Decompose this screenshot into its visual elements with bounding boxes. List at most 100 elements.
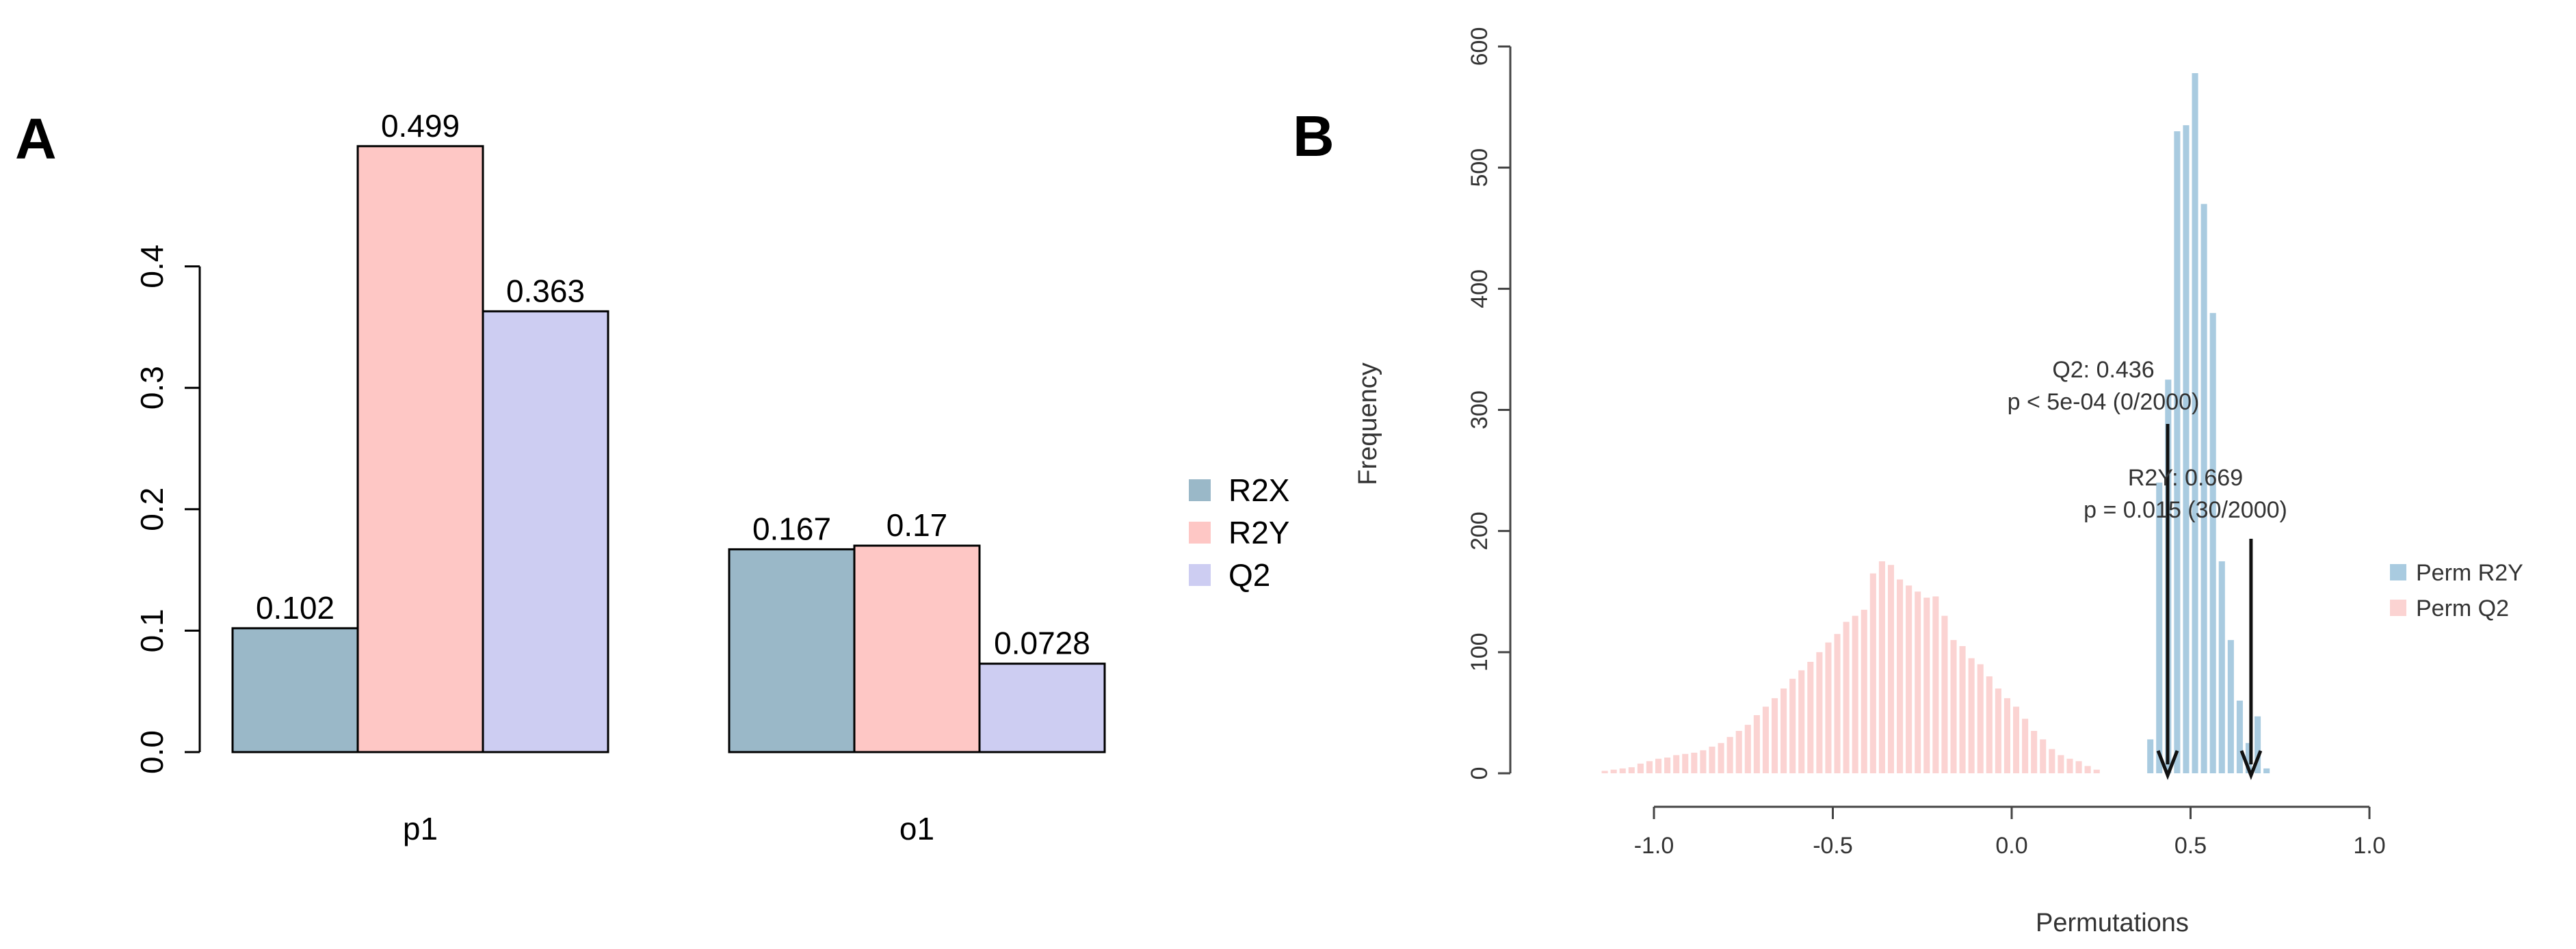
legend-label-r2y: R2Y: [1228, 515, 1289, 550]
hist-bar-perm-q2: [1941, 615, 1948, 773]
hist-bar-perm-q2: [1897, 579, 1904, 773]
legend-swatch-r2y: [1189, 522, 1211, 544]
hist-bar-perm-r2y: [2174, 131, 2181, 773]
hist-bar-perm-q2: [1726, 736, 1733, 773]
category-labels-a: p1 o1: [403, 811, 934, 846]
hist-bar-perm-r2y: [2236, 700, 2243, 773]
hist-bar-perm-q2: [1709, 747, 1716, 773]
hist-bar-perm-q2: [1619, 768, 1626, 773]
bar-label-q2-o1: 0.0728: [994, 626, 1090, 661]
hist-bar-perm-q2: [1682, 753, 1689, 773]
hist-bar-perm-q2: [1959, 645, 1966, 773]
y-tick-label-b: 300: [1467, 390, 1493, 429]
hist-bar-perm-r2y: [2183, 125, 2190, 774]
hist-bar-perm-q2: [2049, 749, 2055, 773]
hist-bar-perm-q2: [1664, 757, 1671, 773]
bar-label-r2x-o1: 0.167: [752, 511, 831, 546]
bar-chart-panel-a: 0.0 0.1 0.2 0.3 0.4 0.102 0.499 0.363 0.167 0.17…: [134, 108, 1289, 846]
hist-bar-perm-q2: [1735, 730, 1742, 773]
hist-bar-perm-q2: [1762, 706, 1769, 773]
hist-bar-perm-q2: [1771, 698, 1778, 773]
hist-bar-perm-q2: [1601, 771, 1608, 773]
bar-label-r2y-p1: 0.499: [381, 108, 460, 144]
hist-bar-perm-q2: [1673, 755, 1680, 773]
hist-bar-perm-q2: [1655, 758, 1662, 773]
panel-b-label: B: [1293, 104, 1335, 168]
hist-bar-perm-q2: [1825, 642, 1832, 773]
hist-bar-perm-q2: [1798, 670, 1805, 773]
hist-bar-perm-q2: [1637, 763, 1644, 773]
hist-bar-perm-r2y: [2200, 204, 2207, 774]
x-tick-label-b: 1.0: [2353, 833, 2385, 859]
hist-bar-perm-q2: [2022, 719, 2029, 773]
hist-bar-perm-q2: [1691, 752, 1698, 773]
category-label-p1: p1: [403, 811, 438, 846]
legend-swatch-perm-q2: [2390, 600, 2406, 616]
hist-bar-perm-q2: [2013, 706, 2020, 773]
hist-bar-perm-q2: [1843, 621, 1850, 773]
bar-label-r2x-p1: 0.102: [256, 590, 334, 626]
hist-bar-perm-q2: [1887, 565, 1895, 773]
hist-bar-perm-q2: [1878, 561, 1885, 773]
hist-bar-perm-q2: [1995, 688, 2001, 773]
y-tick-label-a: 0.0: [134, 730, 170, 774]
x-axis-title-b: Permutations: [2036, 909, 2189, 937]
bar-q2-p1: [482, 310, 609, 753]
hist-bar-perm-q2: [1753, 714, 1760, 773]
annotation-arrowhead-r2y: [2239, 750, 2263, 780]
histogram-panel-b: 0 100 200 300 400 500 600 -1.0 -0.5 0.0 0.5 1.0 Q2…: [1354, 27, 2523, 937]
legend-a: R2X R2Y Q2: [1189, 472, 1289, 593]
legend-b: Perm R2Y Perm Q2: [2390, 560, 2523, 621]
hist-bar-perm-q2: [1807, 662, 1814, 773]
hist-bar-perm-q2: [1923, 598, 1930, 773]
legend-label-q2: Q2: [1228, 557, 1270, 593]
hist-bar-perm-r2y: [2192, 72, 2198, 773]
bar-label-r2y-o1: 0.17: [886, 507, 948, 543]
hist-bar-perm-r2y: [2227, 640, 2234, 773]
hist-bar-perm-q2: [1906, 585, 1913, 773]
y-tick-label-a: 0.3: [134, 366, 170, 410]
hist-bar-perm-r2y: [2245, 743, 2252, 773]
bar-r2x-p1: [231, 627, 359, 753]
y-tick-label-a: 0.4: [134, 245, 170, 289]
legend-swatch-perm-r2y: [2390, 564, 2406, 580]
bars-a: [231, 145, 1106, 753]
hist-bar-perm-r2y: [2218, 561, 2225, 773]
y-tick-label-b: 500: [1467, 148, 1493, 187]
annotation-q2-line1: Q2: 0.436: [2052, 357, 2154, 383]
y-axis-title-b: Frequency: [1354, 362, 1382, 485]
hist-bar-perm-q2: [1789, 678, 1796, 773]
bar-value-labels-a: 0.102 0.499 0.363 0.167 0.17 0.0728: [256, 108, 1090, 661]
x-tick-label-b: 0.5: [2174, 833, 2207, 859]
y-tick-label-b: 0: [1467, 767, 1493, 780]
hist-bar-perm-q2: [2003, 698, 2010, 773]
hist-bar-perm-q2: [1646, 761, 1653, 773]
hist-bar-perm-r2y: [2263, 768, 2270, 773]
hist-bar-perm-r2y: [2147, 739, 2154, 773]
hist-bar-perm-q2: [1932, 596, 1939, 773]
bar-r2y-p1: [356, 145, 484, 753]
hist-bar-perm-q2: [1977, 664, 1984, 773]
hist-bar-perm-q2: [1780, 688, 1787, 773]
annotation-r2y-line1: R2Y: 0.669: [2128, 465, 2243, 491]
hist-bar-perm-q2: [1852, 615, 1858, 773]
y-tick-label-b: 200: [1467, 511, 1493, 550]
hist-bar-perm-q2: [2031, 730, 2038, 773]
hist-bar-perm-q2: [1915, 591, 1921, 773]
x-tick-label-b: 0.0: [1995, 833, 2027, 859]
hist-bar-perm-r2y: [2209, 312, 2216, 773]
x-tick-label-b: -0.5: [1813, 833, 1853, 859]
annotation-arrowhead-q2: [2156, 750, 2179, 780]
hist-bar-perm-q2: [1834, 634, 1841, 773]
y-tick-label-b: 600: [1467, 27, 1493, 66]
hist-bar-perm-q2: [2058, 755, 2064, 773]
x-axis-b: -1.0 -0.5 0.0 0.5 1.0: [1634, 805, 2386, 859]
y-tick-label-a: 0.2: [134, 487, 170, 531]
bar-label-q2-p1: 0.363: [506, 273, 585, 308]
histogram-bars-b: [1601, 72, 2270, 774]
hist-bar-perm-q2: [1628, 767, 1635, 773]
annotations-b: Q2: 0.436 p < 5e-04 (0/2000) R2Y: 0.669 p =…: [2008, 357, 2287, 780]
hist-bar-perm-q2: [1700, 750, 1707, 773]
y-tick-label-b: 400: [1467, 269, 1493, 308]
